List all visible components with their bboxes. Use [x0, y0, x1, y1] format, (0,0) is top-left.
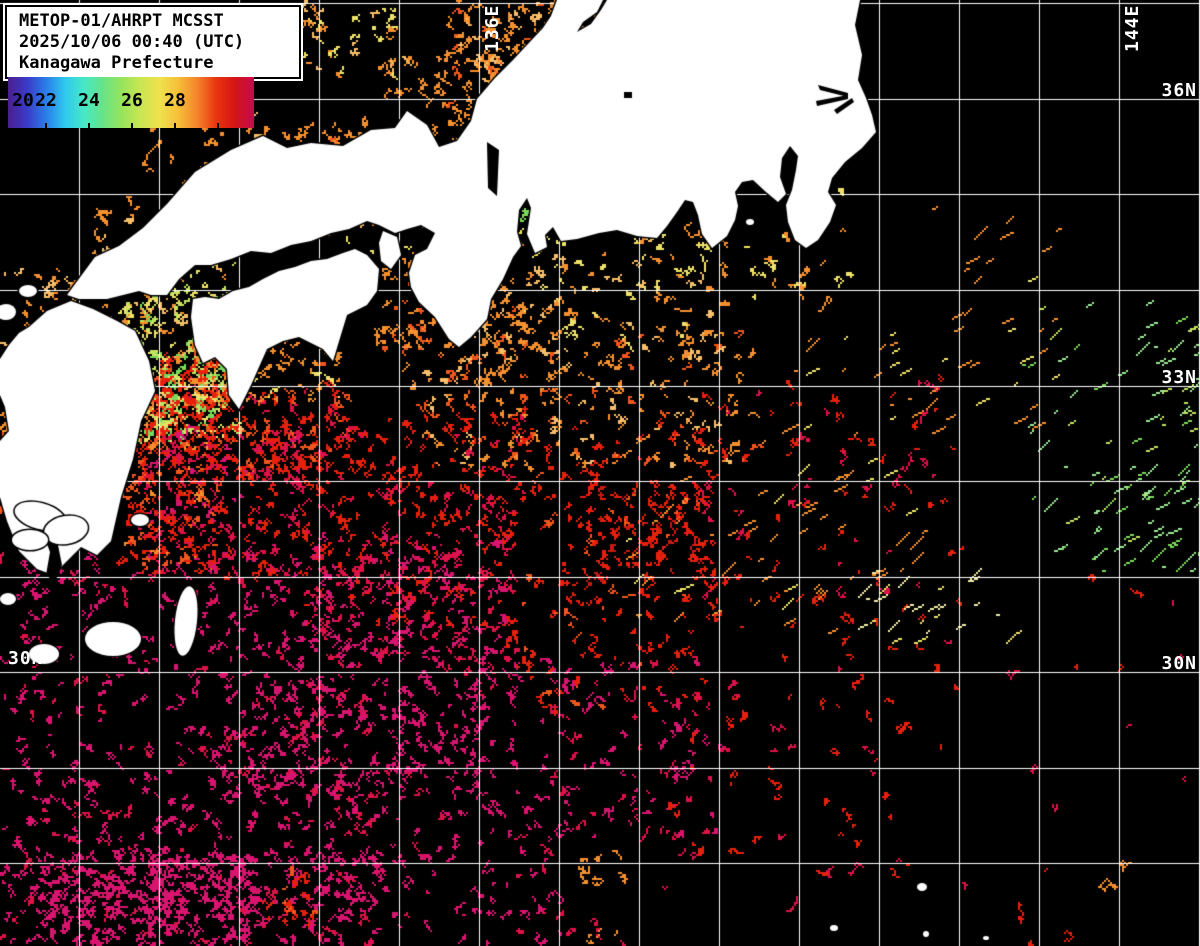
meridian-label-144e: 144E [1122, 4, 1143, 52]
colorbar-tick-mark [45, 123, 47, 128]
meridian-label-136e: 136E [482, 4, 503, 52]
colorbar-tick-label: 24 [78, 90, 100, 111]
parallel-label-33n: 33N [1161, 367, 1197, 388]
parallel-label-30n-left: 30N [8, 648, 44, 669]
colorbar-tick-label: 22 [35, 90, 57, 111]
colorbar-tick-label: 26 [121, 90, 143, 111]
colorbar-tick-mark [174, 123, 176, 128]
colorbar-tick-mark [131, 123, 133, 128]
parallel-label-36n: 36N [1161, 80, 1197, 101]
product-title: METOP-01/AHRPT MCSST [19, 11, 224, 31]
colorbar-tick-label: 20 [12, 90, 34, 111]
colorbar-tick-mark [217, 123, 219, 128]
temperature-colorbar: 20 22 24 26 28 [8, 77, 254, 128]
timestamp: 2025/10/06 00:40 (UTC) [19, 32, 245, 52]
title-box: METOP-01/AHRPT MCSST 2025/10/06 00:40 (U… [5, 5, 301, 79]
parallel-label-30n-right: 30N [1161, 653, 1197, 674]
colorbar-tick-label: 28 [164, 90, 186, 111]
region-name: Kanagawa Prefecture [19, 53, 214, 73]
colorbar-gradient [8, 77, 254, 128]
colorbar-tick-mark [88, 123, 90, 128]
